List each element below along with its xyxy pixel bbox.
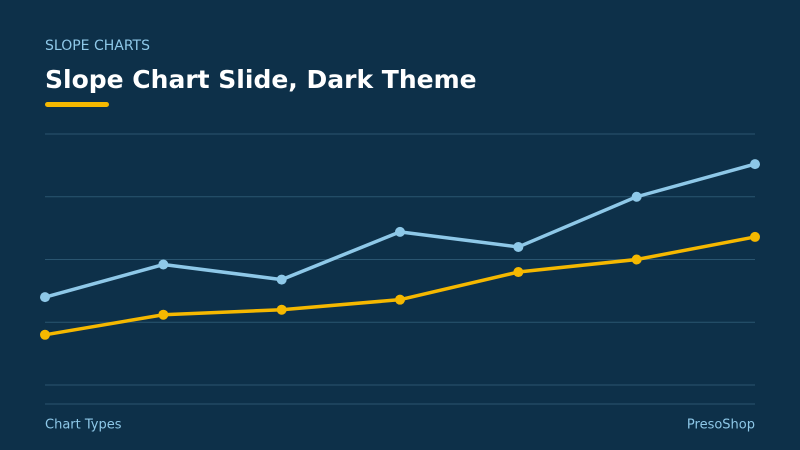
data-point bbox=[513, 267, 524, 278]
data-point bbox=[395, 294, 405, 305]
data-point bbox=[631, 191, 642, 202]
data-point bbox=[276, 274, 287, 285]
data-point bbox=[513, 241, 524, 252]
data-point bbox=[40, 292, 50, 303]
data-point bbox=[750, 231, 760, 242]
plot bbox=[40, 133, 760, 386]
data-point bbox=[631, 254, 642, 265]
data-point bbox=[750, 159, 760, 170]
footer-left: Chart Types bbox=[45, 418, 122, 433]
footer-right: PresoShop bbox=[687, 418, 755, 433]
title-underline bbox=[45, 102, 109, 107]
data-point bbox=[158, 259, 169, 270]
data-point bbox=[395, 226, 405, 237]
data-point bbox=[158, 309, 169, 320]
kicker: SLOPE CHARTS bbox=[45, 38, 150, 54]
data-point bbox=[40, 329, 50, 340]
data-point bbox=[276, 304, 287, 315]
slide-title: Slope Chart Slide, Dark Theme bbox=[45, 65, 477, 94]
